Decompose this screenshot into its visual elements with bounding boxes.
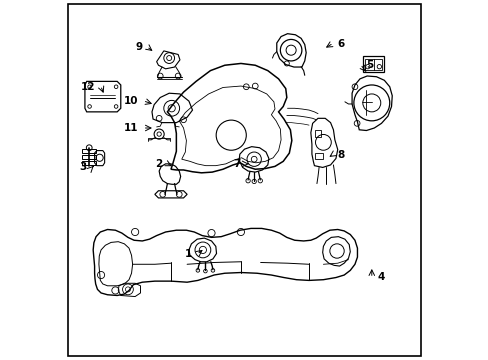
Text: 10: 10 [124, 96, 139, 106]
Text: 9: 9 [135, 42, 142, 52]
Bar [82, 161, 96, 165]
Text: 1: 1 [185, 248, 192, 258]
Text: 6: 6 [337, 39, 344, 49]
Text: 8: 8 [337, 150, 344, 160]
Bar [314, 153, 322, 159]
Text: 12: 12 [81, 82, 96, 92]
Text: 3: 3 [79, 162, 86, 172]
Bar [82, 149, 96, 153]
Text: 4: 4 [376, 272, 384, 282]
Text: 11: 11 [124, 123, 139, 133]
Text: 2: 2 [155, 159, 162, 169]
Text: 5: 5 [366, 60, 373, 70]
Bar [82, 155, 96, 159]
Text: 7: 7 [233, 159, 241, 169]
Bar [365, 59, 381, 70]
Bar [314, 130, 321, 137]
Bar [362, 56, 384, 72]
